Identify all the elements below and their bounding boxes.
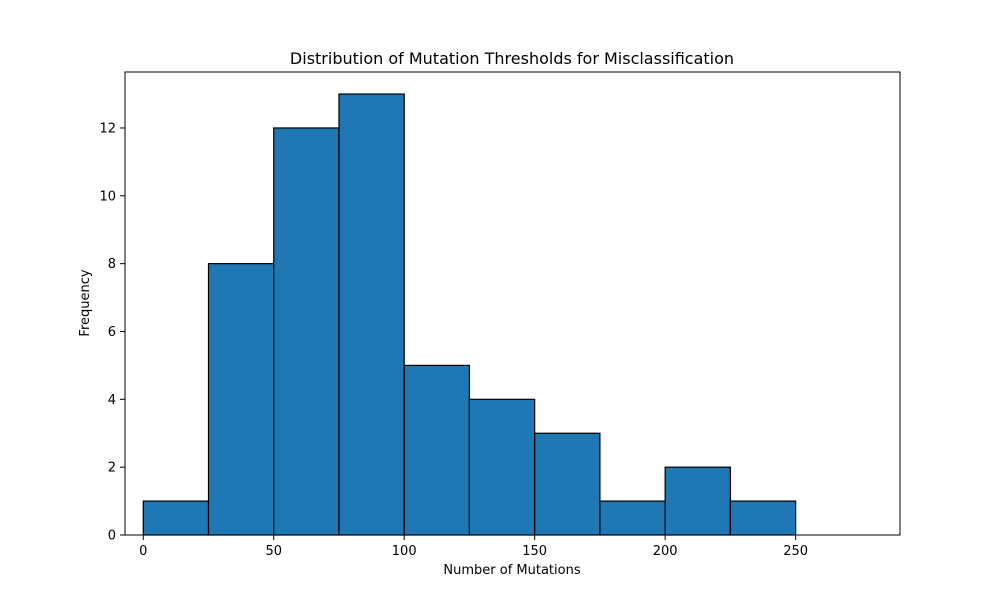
- y-tick-label: 8: [108, 257, 116, 272]
- histogram-bar: [468, 398, 536, 536]
- x-axis-label: Number of Mutations: [443, 563, 580, 578]
- x-axis: 0 50 100 150 200 250: [139, 535, 808, 559]
- plot-frame: [124, 71, 901, 536]
- histogram-bar: [534, 432, 601, 536]
- histogram-bar: [664, 466, 731, 536]
- y-axis-label: Frequency: [78, 269, 93, 336]
- y-axis: 0 2 4 6 8 10 12: [99, 121, 125, 544]
- histogram-bar: [599, 500, 666, 536]
- chart-title: Distribution of Mutation Thresholds for …: [290, 49, 734, 68]
- histogram-bar: [142, 500, 210, 536]
- x-tick-label: 100: [392, 544, 417, 559]
- x-tick-label: 50: [265, 544, 282, 559]
- y-tick-label: 0: [108, 529, 116, 544]
- y-tick-label: 6: [108, 325, 116, 340]
- x-tick-label: 200: [653, 544, 678, 559]
- y-tick-label: 12: [99, 121, 116, 136]
- histogram-bar: [207, 263, 275, 536]
- histogram-bar: [273, 127, 340, 536]
- histogram-bar: [338, 93, 405, 536]
- histogram-bar: [729, 500, 797, 536]
- x-tick-label: 0: [139, 544, 147, 559]
- histogram-bar: [403, 364, 471, 536]
- y-tick-label: 4: [108, 393, 116, 408]
- x-tick-label: 250: [783, 544, 808, 559]
- x-tick-label: 150: [522, 544, 547, 559]
- y-tick-label: 10: [99, 189, 116, 204]
- y-tick-label: 2: [108, 461, 116, 476]
- bars-group: [142, 93, 797, 536]
